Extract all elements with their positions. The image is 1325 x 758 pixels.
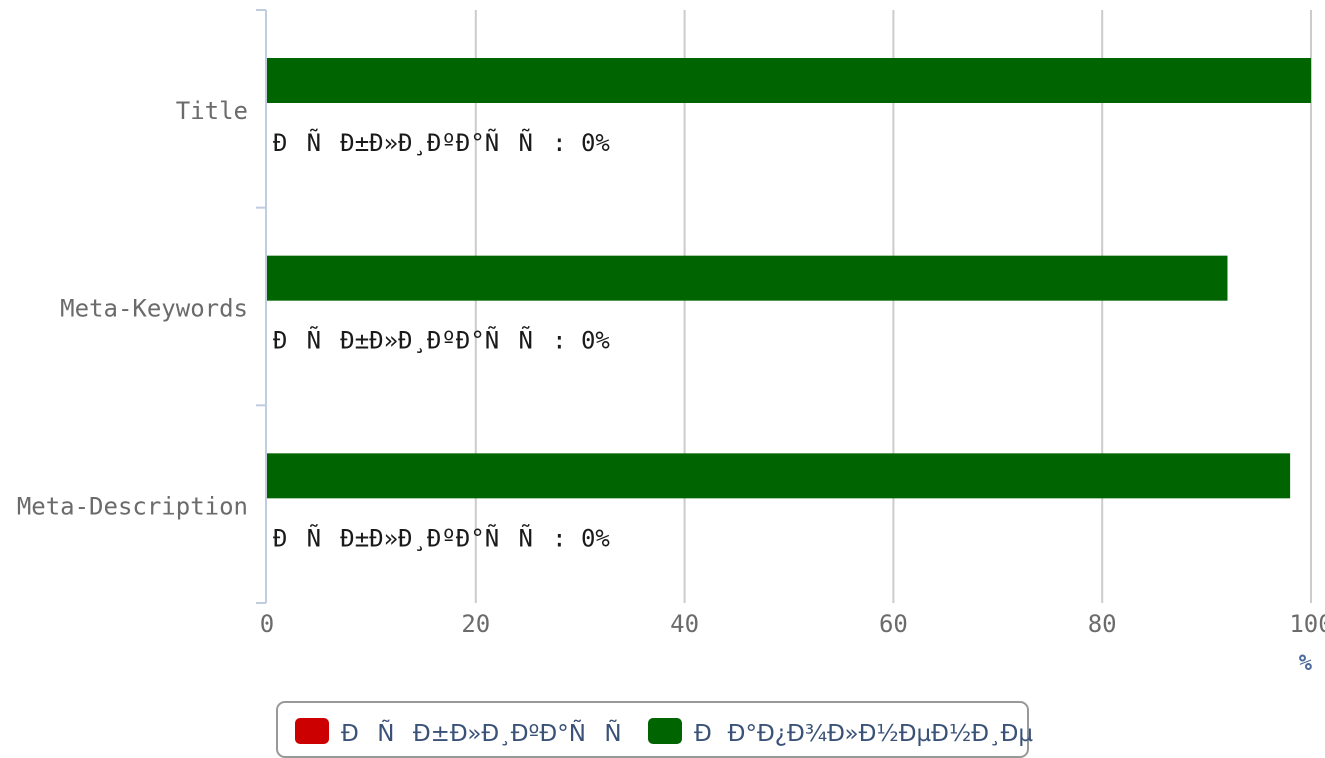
category-label: Meta-Keywords	[60, 295, 248, 323]
x-tick-label: 60	[879, 610, 908, 638]
x-tick-label: 20	[461, 610, 490, 638]
legend-label-series-1: ÐÑÐ±Ð»Ð¸ÐºÐ°ÑÑ	[341, 719, 640, 747]
data-label: ÐÑÐ±Ð»Ð¸ÐºÐ°ÑÑ: 0%	[273, 522, 610, 552]
legend-swatch-series-1	[295, 718, 329, 744]
bar-0	[267, 58, 1311, 103]
x-tick-label: 80	[1088, 610, 1117, 638]
legend-label-series-2: ÐÐ°Ð¿Ð¾Ð»Ð½ÐµÐ½Ð¸Ðµ	[694, 721, 1033, 747]
legend-swatch-series-2	[648, 718, 682, 744]
x-tick-label: 0	[260, 610, 274, 638]
data-label: ÐÑÐ±Ð»Ð¸ÐºÐ°ÑÑ: 0%	[273, 325, 610, 355]
data-label: ÐÑÐ±Ð»Ð¸ÐºÐ°ÑÑ: 0%	[273, 127, 610, 157]
x-tick-label: 40	[670, 610, 699, 638]
x-tick-label: 100	[1289, 610, 1325, 638]
bar-1	[267, 255, 1228, 301]
x-axis-unit-label: %	[1299, 651, 1313, 676]
bar-2	[267, 453, 1291, 499]
category-label: Title	[176, 97, 248, 125]
category-label: Meta-Description	[17, 492, 248, 520]
